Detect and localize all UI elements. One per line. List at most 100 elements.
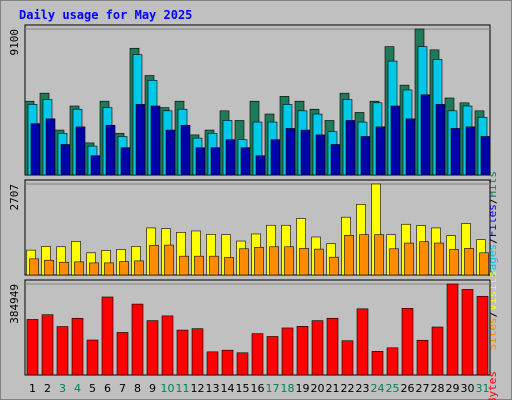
kbytes-bar-kbytes-day-6 [101,296,114,376]
visits-sites-bar-sites-day-14 [224,257,234,276]
kbytes-bar-kbytes-day-24 [371,351,384,376]
hits-files-pages-bar-pages-day-11 [180,124,191,176]
visits-sites-bar-sites-day-31 [479,252,489,276]
hits-files-pages-bar-pages-day-17 [270,139,281,176]
day-tick-label: 20 [311,382,325,395]
hits-files-pages-bar-pages-day-13 [210,147,221,176]
hits-files-pages-bar-pages-day-1 [30,123,41,176]
kbytes-bar-kbytes-day-7 [116,332,129,376]
visits-sites-max-label: 2707 [8,184,21,211]
hits-files-pages-bar-pages-day-28 [435,104,446,176]
chart-title: Daily usage for May 2025 [19,8,193,22]
day-tick-label: 10 [161,382,175,395]
day-tick-label: 4 [74,382,81,395]
hits-files-pages-bar-pages-day-5 [90,155,101,176]
hits-files-pages-bar-pages-day-22 [345,120,356,176]
kbytes-bar-kbytes-day-12 [191,328,204,376]
visits-sites-bar-sites-day-28 [434,242,444,276]
hits-files-pages-bar-pages-day-4 [75,126,86,176]
kbytes-bar-kbytes-day-16 [251,333,264,376]
visits-sites-bar-sites-day-16 [254,247,264,276]
visits-sites-bar-sites-day-15 [239,248,249,276]
visits-sites-bar-sites-day-10 [164,244,174,276]
axis-label-part: / [486,198,499,205]
day-tick-label: 18 [281,382,295,395]
day-tick-label: 7 [119,382,126,395]
kbytes-bar-kbytes-day-13 [206,351,219,376]
day-tick-label: 12 [191,382,205,395]
kbytes-bar-kbytes-day-28 [431,326,444,376]
hits-files-pages-bar-pages-day-10 [165,129,176,176]
kbytes-bar-kbytes-day-25 [386,347,399,376]
hits-files-pages-bar-pages-day-19 [300,129,311,176]
day-tick-label: 19 [296,382,310,395]
kbytes-bar-kbytes-day-29 [446,283,459,376]
hits-files-pages-bar-pages-day-3 [60,144,71,176]
day-tick-label: 6 [104,382,111,395]
kbytes-bar-kbytes-day-9 [146,320,159,376]
visits-sites-bar-sites-day-25 [389,248,399,276]
visits-sites-bar-sites-day-26 [404,242,414,276]
day-tick-label: 23 [356,382,370,395]
visits-sites-bar-sites-day-17 [269,246,279,276]
hits-files-pages-bar-pages-day-20 [315,134,326,176]
visits-sites-bar-sites-day-1 [29,258,39,276]
visits-sites-bar-sites-day-13 [209,255,219,276]
day-tick-label: 3 [59,382,66,395]
kbytes-bar-kbytes-day-23 [356,308,369,376]
visits-sites-bar-sites-day-6 [104,262,114,276]
day-tick-label: 26 [401,382,415,395]
hits-files-pages-bar-pages-day-14 [225,139,236,176]
hits-files-pages-bar-pages-day-7 [120,147,131,176]
kbytes-bar-kbytes-day-1 [26,319,39,376]
day-tick-label: 13 [206,382,220,395]
hits-files-pages-bar-pages-day-31 [480,136,491,176]
hits-files-pages-bar-pages-day-12 [195,147,206,176]
kbytes-bar-kbytes-day-11 [176,329,189,376]
kbytes-axis-label: KBytes [486,371,499,400]
day-tick-label: 1 [29,382,36,395]
day-tick-label: 27 [416,382,430,395]
day-tick-label: 11 [176,382,190,395]
visits-sites-bar-sites-day-4 [74,261,84,276]
hits-files-pages-bar-pages-day-29 [450,128,461,176]
day-tick-label: 25 [386,382,400,395]
visits-sites-bar-sites-day-5 [89,262,99,276]
kbytes-bar-kbytes-day-5 [86,339,99,376]
hits-files-pages-bar-pages-day-2 [45,118,56,176]
hits-files-pages-bar-pages-day-6 [105,124,116,176]
kbytes-bar-kbytes-day-15 [236,352,249,376]
day-tick-label: 28 [431,382,445,395]
visits-sites-bar-sites-day-29 [449,249,459,276]
kbytes-bar-kbytes-day-26 [401,308,414,376]
visits-sites-bar-sites-day-30 [464,248,474,276]
day-tick-label: 30 [461,382,475,395]
day-tick-label: 29 [446,382,460,395]
visits-sites-bar-sites-day-3 [59,261,69,276]
visits-sites-bar-sites-day-11 [179,255,189,276]
visits-sites-bar-sites-day-23 [359,234,369,276]
kbytes-bar-kbytes-day-17 [266,336,279,376]
hits-files-pages-bar-pages-day-15 [240,147,251,176]
day-tick-label: 24 [371,382,385,395]
kbytes-bar-kbytes-day-3 [56,326,69,376]
day-tick-label: 5 [89,382,96,395]
day-tick-label: 14 [221,382,235,395]
kbytes-bar-kbytes-day-10 [161,315,174,376]
hits-files-pages-max-label: 9100 [8,29,21,56]
kbytes-bar-kbytes-day-19 [296,326,309,376]
day-tick-label: 31 [476,382,490,395]
visits-sites-bar-sites-day-7 [119,261,129,276]
axis-label-part: KBytes [486,371,499,400]
visits-sites-bar-sites-day-12 [194,255,204,276]
hits-files-pages-bar-pages-day-26 [405,118,416,176]
kbytes-max-label: 384949 [8,284,21,324]
day-tick-label: 21 [326,382,340,395]
day-tick-label: 22 [341,382,355,395]
day-tick-label: 2 [44,382,51,395]
hits-files-pages-bar-pages-day-16 [255,155,266,176]
hits-files-pages-bar-pages-day-23 [360,136,371,176]
day-tick-label: 17 [266,382,280,395]
visits-sites-bar-sites-day-20 [314,248,324,276]
